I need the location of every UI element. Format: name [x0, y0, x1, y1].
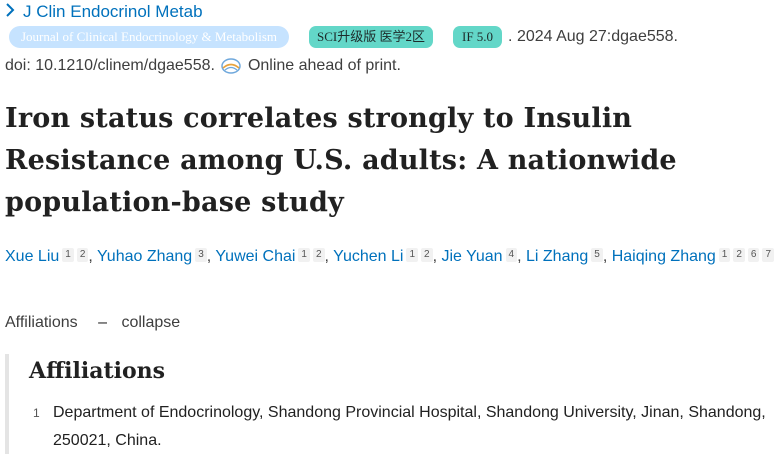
author-link[interactable]: Li Zhang	[526, 248, 589, 265]
doi-row: doi: 10.1210/clinem/dgae558. Online ahea…	[5, 57, 401, 75]
sci-badge[interactable]: SCI升级版 医学2区	[309, 26, 433, 48]
author-link[interactable]: Yuhao Zhang	[97, 248, 193, 265]
doi-text: doi: 10.1210/clinem/dgae558.	[5, 57, 215, 74]
affiliation-ref[interactable]: 3	[195, 248, 207, 262]
journal-badge[interactable]: Journal of Clinical Endocrinology & Meta…	[9, 26, 289, 48]
article-title: Iron status correlates strongly to Insul…	[5, 103, 677, 218]
affiliation-ref[interactable]: 6	[747, 248, 760, 262]
affiliation-number: 1	[33, 406, 40, 420]
affiliation-ref[interactable]: 1	[298, 248, 310, 262]
affiliation-text: Department of Endocrinology, Shandong Pr…	[53, 404, 766, 449]
author-separator: ,	[602, 248, 612, 265]
collapse-button[interactable]: collapse	[121, 314, 181, 331]
online-status: Online ahead of print.	[247, 57, 401, 74]
affiliations-panel: Affiliations 1 Department of Endocrinolo…	[5, 354, 781, 454]
author-link[interactable]: Xue Liu	[5, 248, 60, 265]
author-list: Xue Liu 1 2, Yuhao Zhang 3, Yuwei Chai 1 2, Y…	[5, 244, 775, 269]
author-link[interactable]: Yuchen Li	[333, 248, 404, 265]
affiliations-heading: Affiliations	[29, 358, 166, 384]
affiliations-toggle-row: Affiliations – collapse	[5, 314, 180, 332]
collapse-dash: –	[98, 314, 107, 331]
affiliation-ref[interactable]: 2	[421, 248, 433, 262]
affiliation-ref[interactable]: 2	[312, 248, 325, 262]
author-separator: ,	[517, 248, 526, 265]
affiliation-ref[interactable]: 5	[591, 248, 603, 262]
impact-factor-badge[interactable]: IF 5.0	[452, 26, 503, 48]
author-link[interactable]: Jie Yuan	[441, 248, 503, 265]
affiliation-item: 1 Department of Endocrinology, Shandong …	[33, 399, 778, 455]
affiliation-ref[interactable]: 7	[762, 248, 775, 262]
author-separator: ,	[206, 248, 216, 265]
journal-abbrev: J Clin Endocrinol Metab	[23, 2, 203, 21]
author-separator: ,	[324, 248, 334, 265]
online-globe-icon	[220, 57, 242, 75]
author-separator: ,	[432, 248, 442, 265]
affiliation-ref[interactable]: 2	[76, 248, 89, 262]
affiliation-ref[interactable]: 1	[406, 248, 418, 262]
chevron-right-icon	[5, 2, 19, 22]
author-link[interactable]: Yuwei Chai	[215, 248, 296, 265]
journal-link[interactable]: J Clin Endocrinol Metab	[5, 2, 203, 22]
affiliation-ref[interactable]: 2	[733, 248, 745, 262]
affiliation-ref[interactable]: 1	[62, 248, 74, 262]
author-separator: ,	[88, 248, 97, 265]
publication-badges: Journal of Clinical Endocrinology & Meta…	[6, 25, 678, 49]
author-link[interactable]: Haiqing Zhang	[611, 248, 716, 265]
affiliations-label: Affiliations	[5, 314, 78, 331]
affiliation-ref[interactable]: 4	[505, 248, 518, 262]
affiliation-ref[interactable]: 1	[718, 248, 731, 262]
publication-date: . 2024 Aug 27:dgae558.	[508, 28, 678, 45]
